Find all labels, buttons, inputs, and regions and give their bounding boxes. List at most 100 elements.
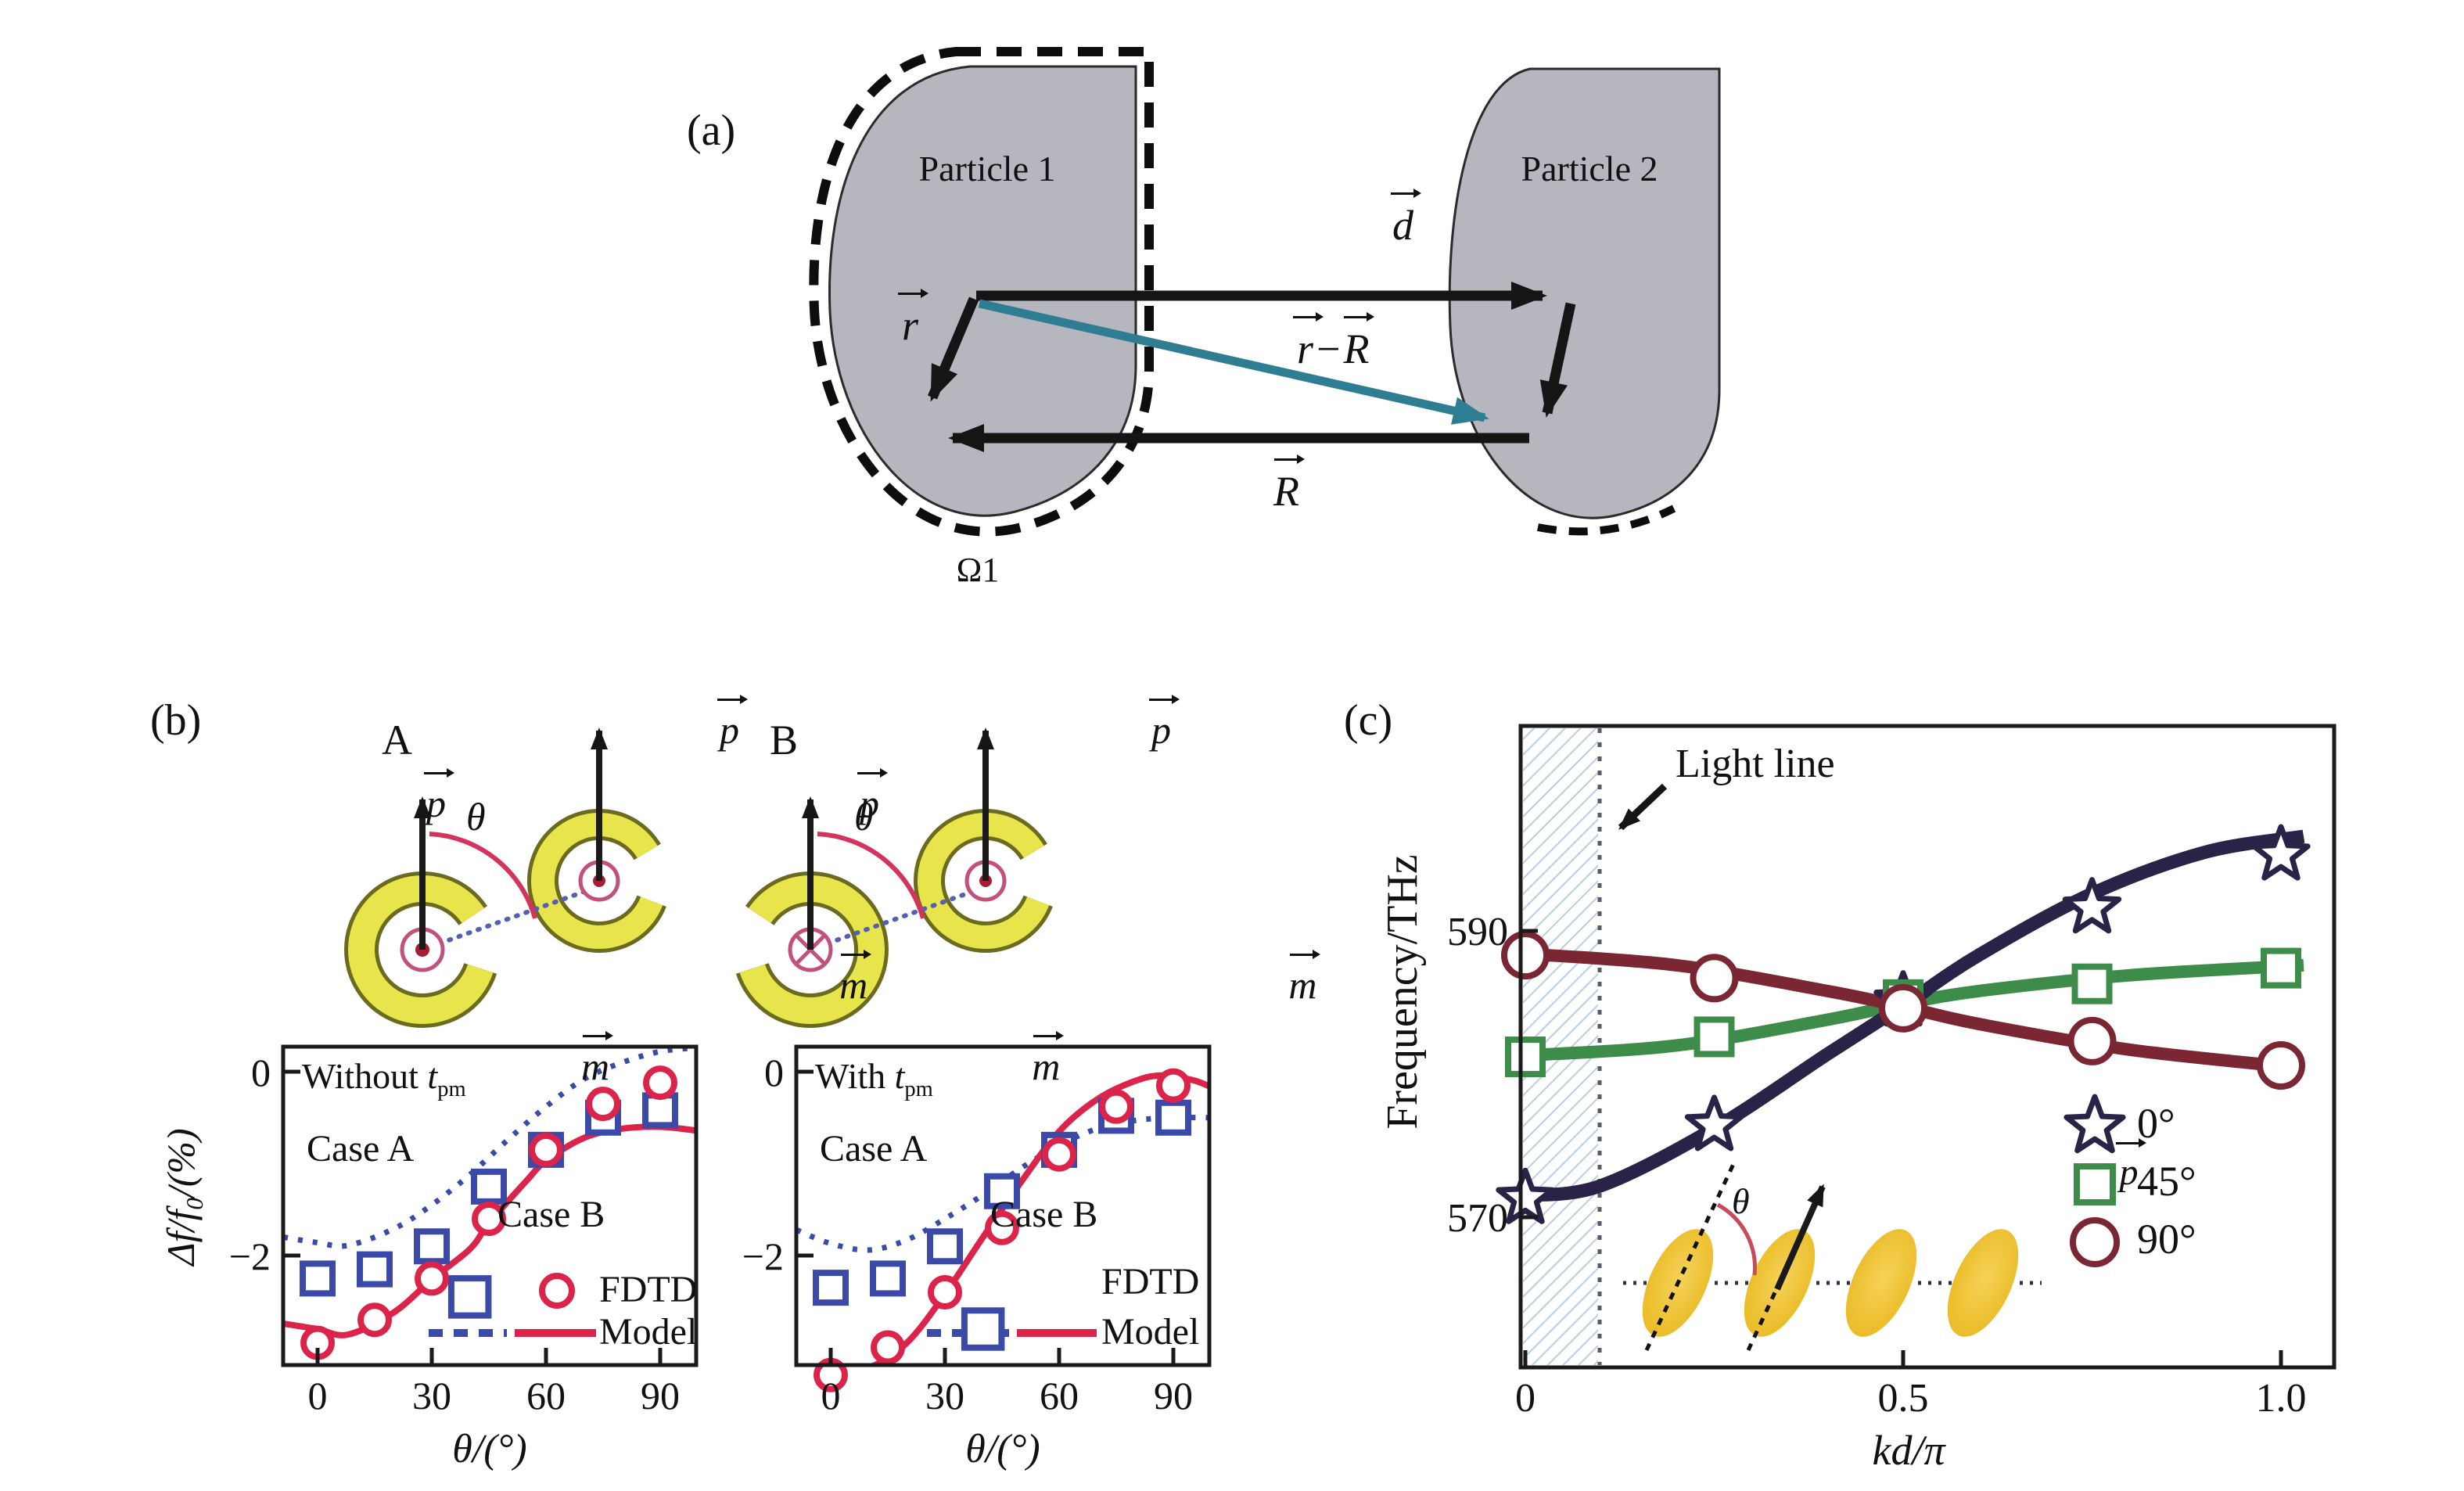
vector-r-minus-R-arrow xyxy=(978,299,1489,425)
legend-45deg-label: 45° xyxy=(2137,1158,2196,1205)
marker-square xyxy=(927,1228,964,1265)
plot-with-case-a: Case A xyxy=(820,1128,928,1169)
marker-circle xyxy=(1690,954,1739,1003)
marker-square xyxy=(813,1270,849,1306)
vector-arrow-icon xyxy=(1033,1031,1065,1040)
plot-without-title: Without tpm xyxy=(302,1056,466,1102)
vector-r-arrow xyxy=(928,296,979,402)
srr-b-axis-dotted-line xyxy=(825,888,979,946)
marker-star xyxy=(1496,1167,1555,1224)
vector-arrow-icon xyxy=(857,768,888,778)
marker-square xyxy=(1155,1099,1192,1136)
srr-a-theta-arc xyxy=(429,832,537,919)
particle-1-dashed-boundary xyxy=(809,47,1154,537)
omega-1-label: Ω1 xyxy=(956,551,1000,589)
dipole-ellipse-4 xyxy=(1947,1229,2019,1337)
series-case-a-fdtd xyxy=(813,1098,1192,1351)
vector-r-minus-R-label: r − R xyxy=(1292,311,1374,372)
marker-circle xyxy=(357,1302,393,1338)
x-tick-label: 90 xyxy=(1154,1374,1193,1417)
marker-circle xyxy=(472,1202,507,1236)
light-line-label: Light line xyxy=(1676,742,1835,786)
vector-r-part: r xyxy=(1292,311,1324,372)
chart-2: 0 0.5 1.0 590 570 xyxy=(1447,724,2336,1421)
vector-arrow-icon xyxy=(423,768,454,778)
panel-c-xlabel: kd/π xyxy=(1872,1427,1945,1474)
marker-square xyxy=(1694,1016,1735,1058)
y-tick-label: −2 xyxy=(229,1234,271,1278)
plot-frame xyxy=(281,1044,699,1367)
marker-square xyxy=(2261,947,2301,989)
plot-with-xlabel: θ/(°) xyxy=(965,1427,1040,1471)
m-label-b-right: m xyxy=(1288,949,1321,1006)
panel-c-ylabel: Frequency/THz xyxy=(1377,854,1427,1130)
srr-a-right-ring xyxy=(531,813,663,949)
vector-arrow-icon xyxy=(717,695,748,704)
marker-circle xyxy=(871,1330,906,1365)
plot-without-case-a: Case A xyxy=(307,1128,415,1169)
panel-a-diagram xyxy=(809,47,1721,537)
x-tick-label: 1.0 xyxy=(2256,1376,2307,1421)
x-tick-label: 0 xyxy=(308,1374,328,1417)
minus-sign: − xyxy=(1316,325,1341,372)
series-case-b-fdtd xyxy=(300,1065,678,1360)
light-line-arrow xyxy=(1618,783,1668,831)
marker-star xyxy=(2062,877,2122,934)
plot-without-case-b: Case B xyxy=(497,1194,605,1235)
srr-b-theta-arc xyxy=(817,832,925,919)
config-a-label: A xyxy=(382,717,412,763)
legend-0deg-label: 0° xyxy=(2137,1100,2175,1147)
vector-arrow-icon xyxy=(897,289,928,298)
p-label-b-right: p xyxy=(1148,694,1180,751)
y-tick-label: 0 xyxy=(764,1051,784,1094)
panel-c-legend-markers xyxy=(2064,1094,2126,1267)
marker-circle xyxy=(415,1261,450,1296)
marker-circle xyxy=(529,1132,564,1167)
series-90deg-data xyxy=(1501,931,2305,1090)
plot-frame xyxy=(794,1044,1212,1367)
srr-a-axis-dotted-line xyxy=(437,888,591,946)
plot-without-legend-fdtd: FDTD xyxy=(599,1269,698,1310)
vector-arrow-icon xyxy=(841,950,872,959)
marker-square xyxy=(447,1275,492,1319)
x-tick-label: 0 xyxy=(821,1374,841,1417)
vector-arrow-icon xyxy=(1290,950,1321,959)
plot-without-legend-model: Model xyxy=(599,1311,698,1353)
x-tick-label: 0.5 xyxy=(1878,1376,1929,1421)
plot-with-legend-fdtd: FDTD xyxy=(1101,1261,1200,1302)
series-case-a-model xyxy=(283,1047,696,1249)
marker-square xyxy=(870,1260,907,1297)
x-tick-label: 90 xyxy=(641,1374,680,1417)
marker-circle xyxy=(643,1065,678,1101)
vector-arrow-icon xyxy=(583,1031,614,1040)
srr-b-right-ring xyxy=(918,813,1050,949)
dipole-1-axis-dashed xyxy=(1644,1161,1737,1352)
y-tick-label: 590 xyxy=(1447,910,1508,954)
fdtd-circle-icon xyxy=(539,1273,575,1309)
p-label-a-right: p xyxy=(717,694,748,751)
legend-star-icon xyxy=(2064,1094,2126,1154)
marker-circle xyxy=(2257,1041,2305,1090)
plot-with-case-b: Case B xyxy=(990,1194,1098,1235)
vector-arrow-icon xyxy=(1292,312,1324,322)
srr-a-left-ring xyxy=(348,875,494,1024)
panel-b-label: (b) xyxy=(150,696,202,745)
marker-star xyxy=(1684,1094,1744,1151)
inset-p-arrow xyxy=(1774,1184,1826,1291)
marker-square xyxy=(2071,963,2113,1004)
panel-c-label: (c) xyxy=(1344,696,1393,745)
marker-circle xyxy=(985,1210,1020,1245)
marker-circle xyxy=(1156,1068,1191,1103)
marker-square xyxy=(1505,1037,1546,1078)
theta-label-a: θ xyxy=(466,795,486,839)
particle-1-label: Particle 1 xyxy=(918,149,1056,189)
marker-square xyxy=(414,1228,451,1265)
chart-0: 0 30 60 90 0 −2 xyxy=(229,1044,699,1417)
panel-a-label: (a) xyxy=(687,106,736,155)
marker-square xyxy=(961,1307,1005,1351)
vector-arrow-icon xyxy=(2116,1138,2147,1148)
vector-r-label: r xyxy=(897,288,928,348)
m-label-a-left: m xyxy=(581,1030,614,1087)
y-tick-label: 570 xyxy=(1447,1196,1508,1241)
